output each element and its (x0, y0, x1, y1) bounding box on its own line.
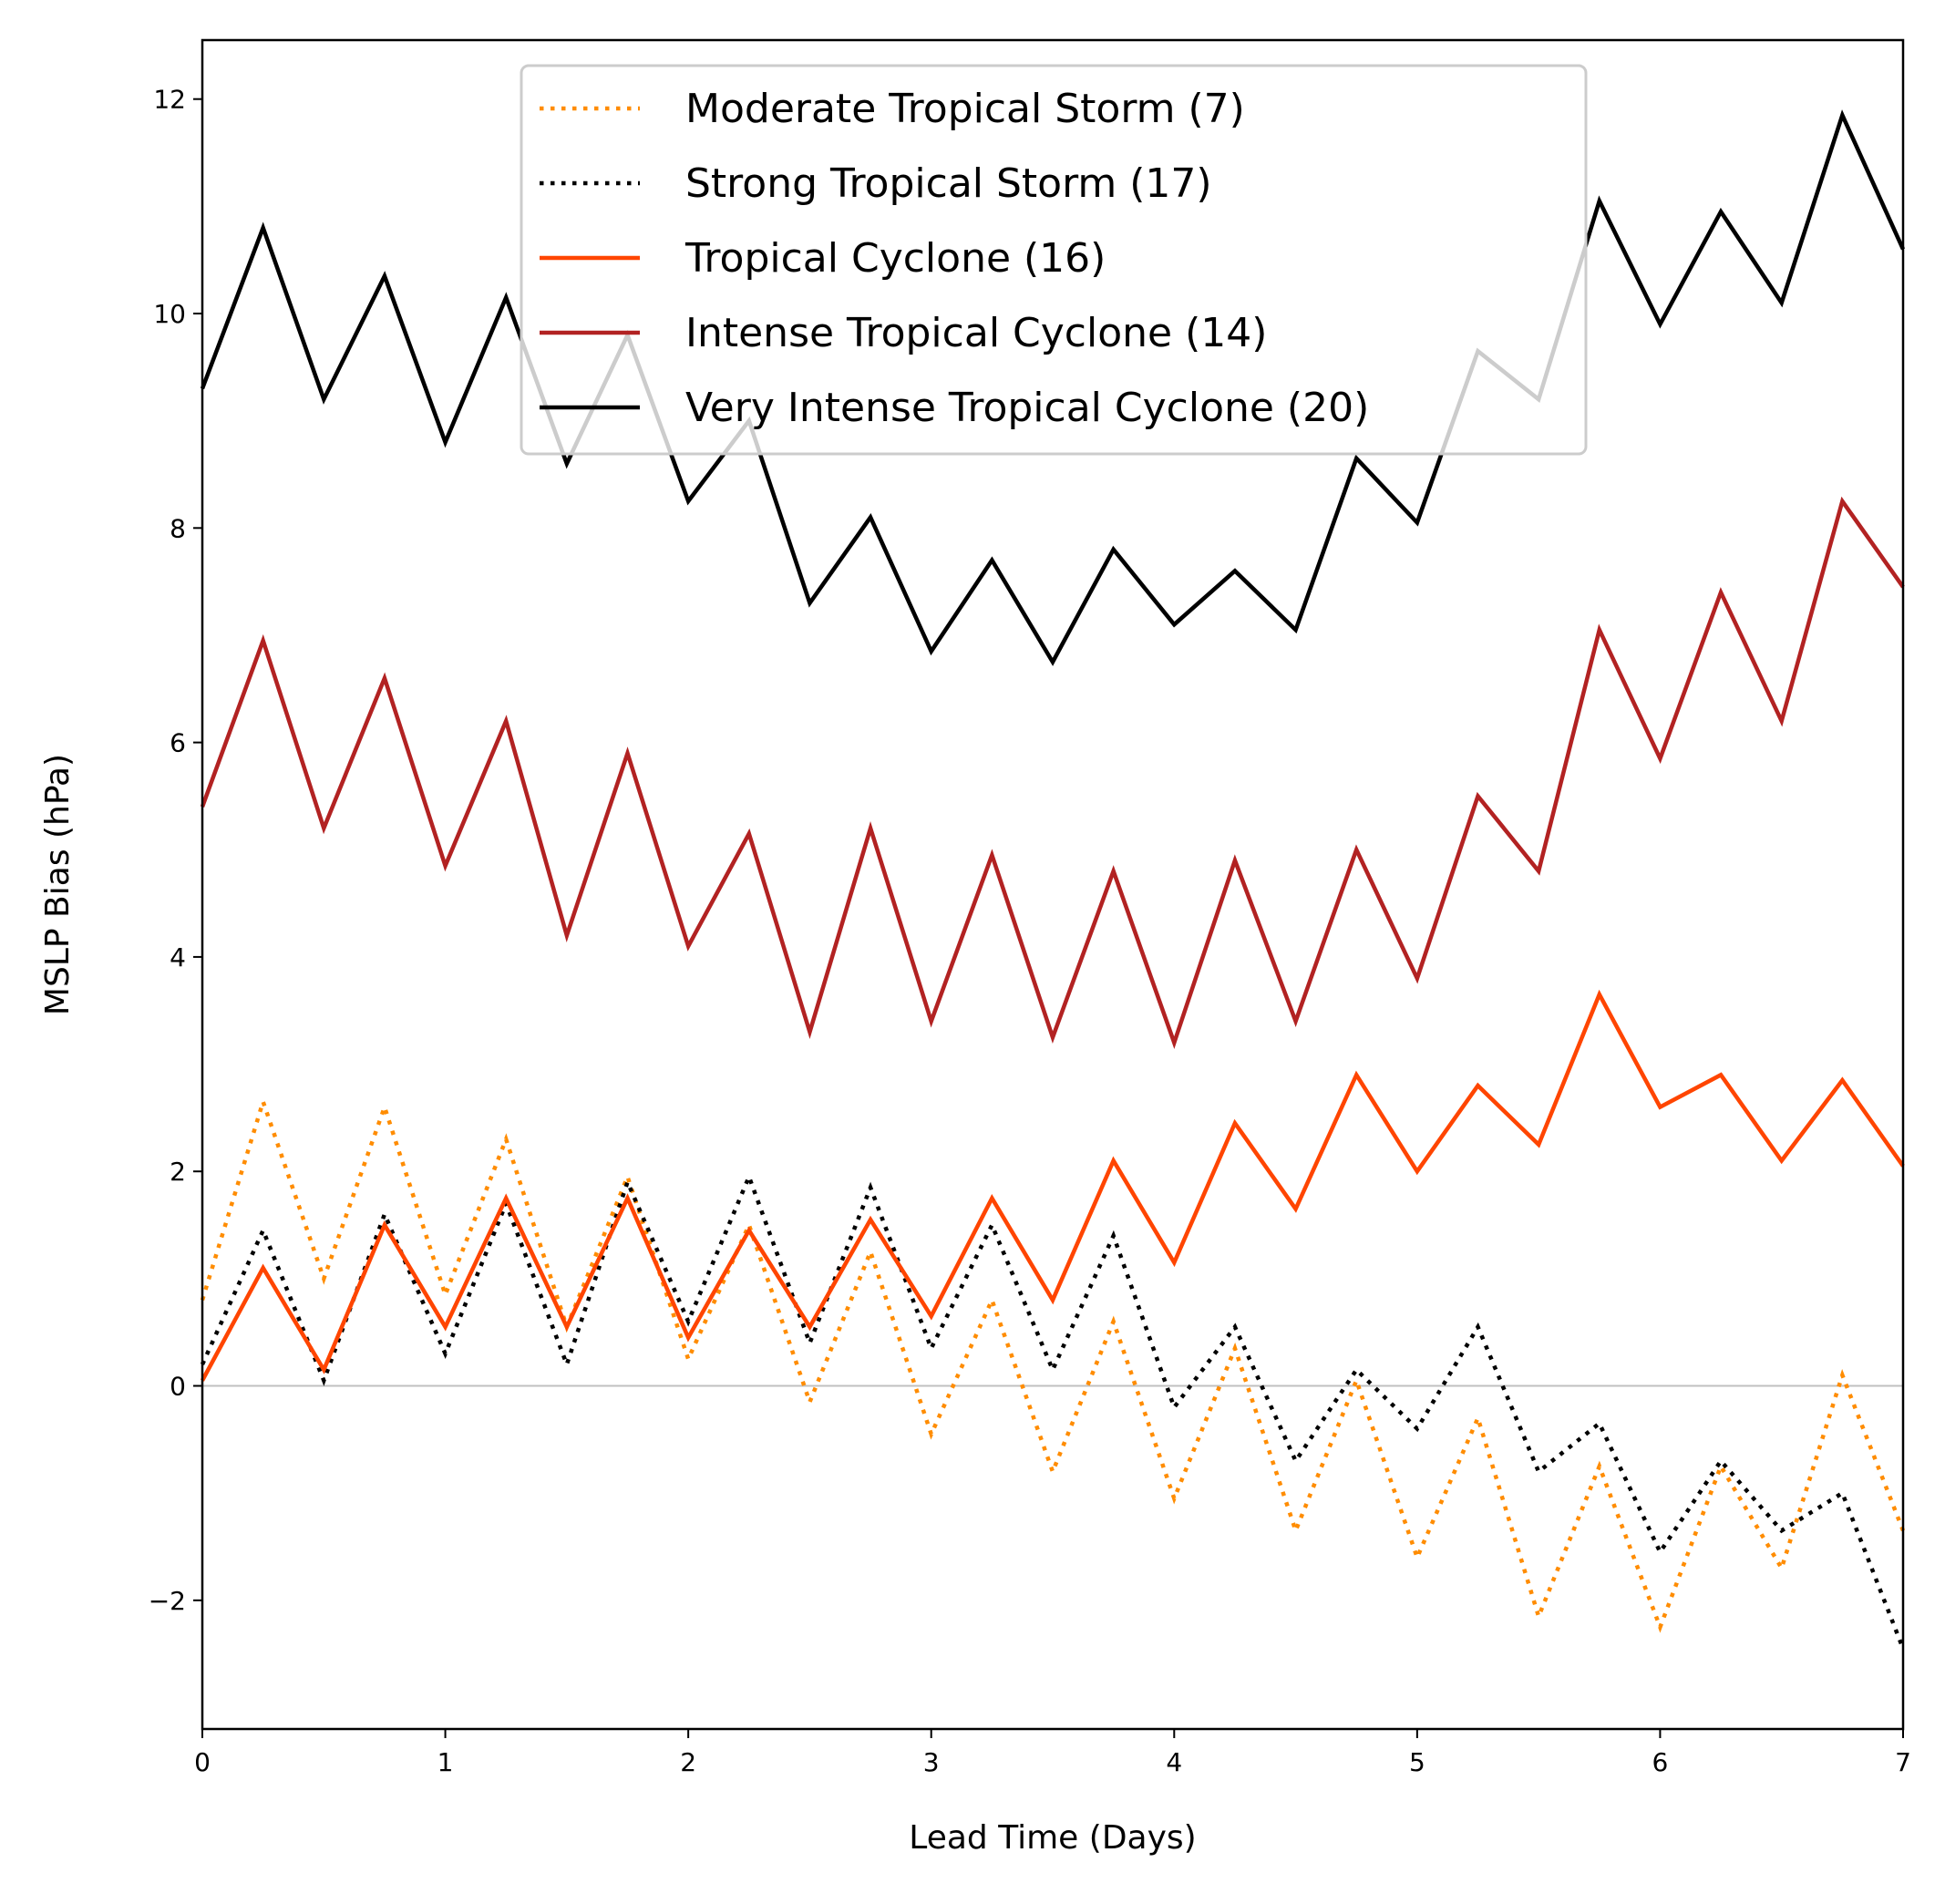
legend-label-1: Moderate Tropical Storm (7) (685, 86, 1245, 132)
axes-frame (201, 38, 1905, 1731)
legend-label-4: Intense Tropical Cyclone (14) (685, 310, 1267, 356)
x-axis-label: Lead Time (Days) (909, 1819, 1196, 1857)
x-tick-label: 2 (680, 1747, 696, 1777)
y-tick-label: 12 (153, 85, 186, 115)
series-line-3 (201, 989, 1905, 1382)
series-line-2 (200, 1170, 1906, 1650)
x-tick-label: 6 (1652, 1747, 1669, 1777)
x-axis: 0 1 2 3 4 5 6 7 (194, 1729, 1911, 1777)
legend-box (520, 64, 1588, 456)
x-tick-label: 4 (1166, 1747, 1182, 1777)
legend-label-5: Very Intense Tropical Cyclone (20) (685, 385, 1369, 431)
y-tick-label: −2 (149, 1586, 186, 1616)
x-tick-label: 7 (1895, 1747, 1911, 1777)
y-tick-label: 0 (170, 1372, 186, 1402)
y-tick-label: 4 (170, 942, 186, 973)
plot-area (200, 109, 1906, 1650)
x-tick-label: 3 (923, 1747, 940, 1777)
y-axis-label: MSLP Bias (hPa) (39, 754, 77, 1015)
legend: Moderate Tropical Storm (7) Strong Tropic… (520, 64, 1588, 456)
x-tick-label: 0 (194, 1747, 211, 1777)
y-tick-label: 6 (170, 728, 186, 758)
y-axis: −2 0 2 4 6 8 10 12 (149, 85, 202, 1616)
y-tick-label: 8 (170, 513, 186, 543)
series-line-4 (200, 496, 1905, 1049)
legend-label-3: Tropical Cyclone (16) (684, 235, 1106, 282)
legend-label-2: Strong Tropical Storm (17) (685, 160, 1212, 207)
y-tick-label: 2 (170, 1157, 186, 1187)
y-tick-label: 10 (153, 299, 186, 329)
x-tick-label: 5 (1409, 1747, 1425, 1777)
x-tick-label: 1 (437, 1747, 454, 1777)
series-line-5 (200, 109, 1906, 666)
